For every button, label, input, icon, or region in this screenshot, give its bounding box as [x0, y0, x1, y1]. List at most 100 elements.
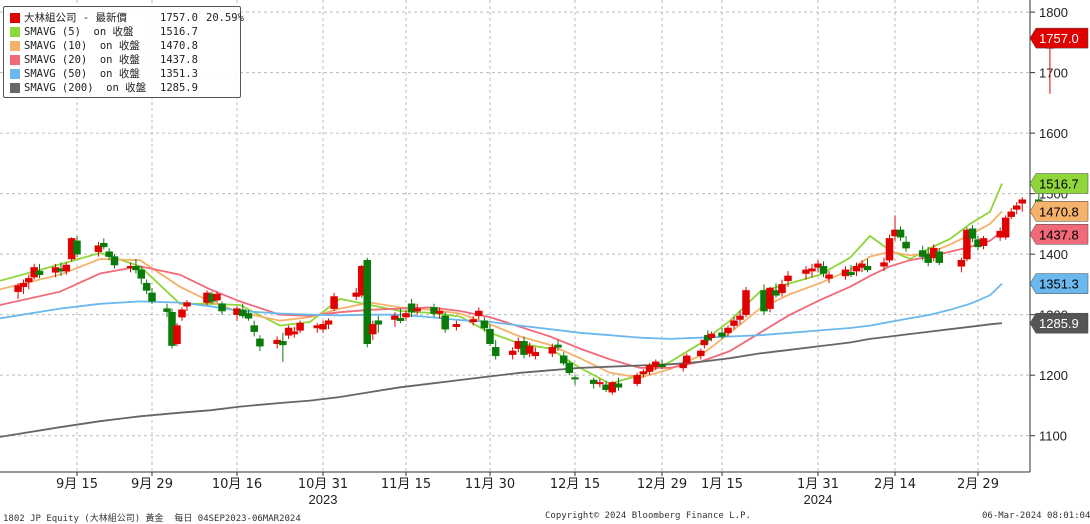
legend-swatch: [10, 83, 20, 93]
candle-body: [137, 269, 146, 279]
candle-body: [880, 262, 888, 267]
candle-body: [94, 245, 103, 252]
price-label-text: 1351.3: [1039, 277, 1079, 292]
candle-body: [142, 282, 151, 291]
ma-line: [0, 322, 1003, 438]
legend-label: SMAVG (20) on 收盤: [24, 54, 140, 66]
candle-body: [1012, 205, 1021, 210]
candle-body: [571, 377, 579, 380]
candle-body: [645, 365, 654, 372]
candle-body: [110, 256, 119, 266]
candle-body: [402, 313, 410, 318]
candle-body: [148, 292, 156, 302]
legend-swatch: [10, 27, 20, 37]
candle-body: [554, 344, 562, 348]
legend-value: 1516.7: [160, 26, 198, 38]
candle-body: [700, 339, 709, 346]
footer-timestamp: 06-Mar-2024 08:01:04: [982, 511, 1090, 521]
candle-body: [469, 319, 477, 323]
x-tick-label: 2月 29: [957, 477, 999, 492]
candle-body: [480, 320, 489, 329]
candle-body: [724, 327, 732, 334]
candle-body: [1018, 199, 1027, 204]
candle-body: [596, 382, 604, 385]
price-label-box: [1029, 201, 1089, 222]
candle-body: [508, 350, 517, 355]
candle-body: [531, 351, 540, 357]
candle-body: [565, 362, 574, 374]
legend-label: 大林組公司 - 最新價: [24, 12, 127, 24]
candle-body: [918, 250, 927, 257]
footer-security-info: 1802 JP Equity (大林組公司) 黃金 每日 04SEP2023-0…: [3, 514, 301, 524]
candle-body: [896, 229, 905, 238]
legend-item-sma10: SMAVG (10) on 收盤 1470.8: [10, 39, 198, 53]
candle-body: [319, 324, 327, 330]
candle-body: [852, 266, 861, 272]
candle-body: [559, 355, 568, 364]
candle-body: [452, 324, 461, 328]
x-tick-label: 11月 15: [381, 477, 431, 492]
candle-body: [62, 264, 71, 272]
candle-body: [963, 229, 971, 260]
candle-body: [1007, 211, 1015, 217]
candle-body: [1001, 217, 1010, 238]
candle-body: [256, 338, 264, 347]
legend-value: 1757.0: [160, 12, 198, 24]
footer-copyright: Copyright© 2024 Bloomberg Finance L.P.: [545, 511, 751, 521]
candle-body: [825, 274, 833, 279]
candle-body: [391, 315, 399, 320]
y-tick-label: 1200: [1039, 368, 1068, 383]
candle-body: [413, 308, 421, 312]
legend-item-sma50: SMAVG (50) on 收盤 1351.3: [10, 67, 198, 81]
legend-swatch: [10, 55, 20, 65]
legend-swatch: [10, 41, 20, 51]
candle-body: [525, 345, 534, 354]
candle-body: [173, 325, 181, 344]
candle-body: [858, 263, 866, 268]
candle-body: [778, 284, 786, 294]
x-year-label: 2023: [309, 492, 338, 507]
candle-body: [238, 309, 247, 317]
candle-body: [296, 322, 304, 331]
price-label-text: 1285.9: [1039, 316, 1079, 331]
candle-body: [491, 347, 500, 357]
candle-body: [183, 302, 191, 307]
legend-item-price: 大林組公司 - 最新價 1757.0 20.59%: [10, 11, 244, 25]
candle-body: [902, 241, 910, 249]
ma-line: [0, 282, 1003, 340]
price-label-text: 1516.7: [1039, 177, 1079, 192]
candle-body: [218, 303, 226, 312]
legend-value: 1285.9: [160, 82, 198, 94]
candle-body: [25, 278, 33, 283]
candle-body: [441, 315, 449, 330]
candle-body: [679, 364, 687, 369]
legend: 大林組公司 - 最新價 1757.0 20.59% SMAVG (5) on 收…: [3, 6, 244, 98]
candle-body: [602, 384, 610, 390]
legend-swatch: [10, 13, 20, 23]
price-label-text: 1437.8: [1039, 227, 1079, 242]
candle-body: [279, 341, 287, 346]
legend-label: SMAVG (5) on 收盤: [24, 26, 134, 38]
legend-value: 1351.3: [160, 68, 198, 80]
legend-label: SMAVG (50) on 收盤: [24, 68, 140, 80]
candle-body: [633, 374, 641, 384]
candle-body: [819, 266, 828, 274]
candle-body: [658, 364, 666, 367]
x-year-label: 2024: [804, 492, 833, 507]
candle-body: [979, 238, 988, 246]
candle-body: [290, 331, 299, 335]
candle-body: [430, 307, 438, 314]
candle-body: [614, 383, 623, 388]
candle-body: [608, 382, 617, 393]
candle-body: [718, 332, 726, 337]
candle-body: [132, 266, 140, 271]
candle-body: [697, 350, 705, 357]
ma-line: [0, 230, 1003, 369]
price-label-text: 1757.0: [1039, 31, 1079, 46]
candle-body: [707, 333, 716, 338]
legend-value: 1470.8: [160, 40, 198, 52]
legend-item-sma200: SMAVG (200) on 收盤 1285.9: [10, 81, 198, 95]
candle-body: [863, 266, 872, 271]
candle-body: [486, 328, 494, 344]
